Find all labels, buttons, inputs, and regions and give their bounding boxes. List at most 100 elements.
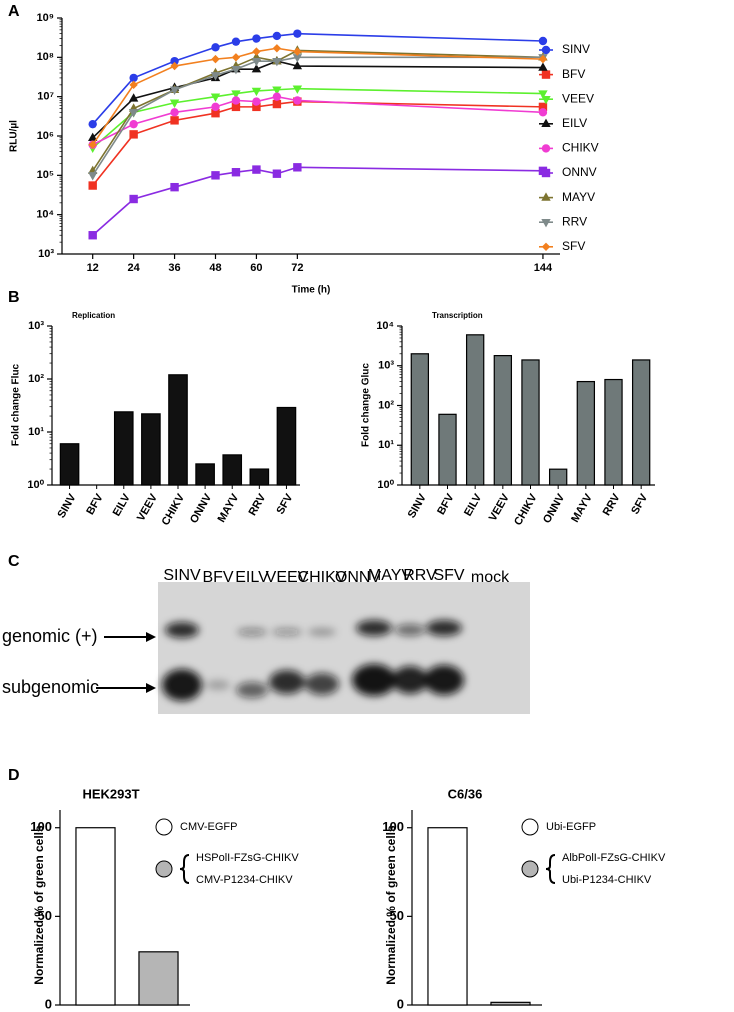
chart-title: Replication: [72, 311, 115, 320]
gel-band: [308, 628, 336, 636]
marker: [231, 90, 241, 99]
panel-label: C: [8, 553, 20, 570]
y-tick-label: 10⁰: [27, 479, 44, 491]
marker: [231, 102, 241, 112]
y-tick-label: 10³: [378, 360, 394, 372]
gel-band: [424, 665, 464, 695]
bar: [113, 411, 134, 486]
bar: [168, 374, 188, 486]
marker: [272, 92, 282, 101]
marker: [128, 109, 139, 118]
marker: [272, 169, 282, 178]
x-tick-label: SINV: [55, 491, 79, 520]
legend-label: VEEV: [562, 91, 594, 105]
gel-band: [237, 628, 267, 636]
series-line: [92, 32, 543, 125]
legend-label: MAYV: [562, 190, 595, 204]
marker: [129, 80, 138, 90]
marker: [252, 34, 261, 43]
marker: [211, 43, 220, 52]
bar: [465, 334, 485, 486]
y-tick-label: 100: [382, 819, 404, 834]
legend-label: ONNV: [562, 165, 597, 179]
legend-label: CMV-P1234-CHIKV: [196, 874, 293, 886]
marker: [293, 163, 302, 172]
y-tick-label: 0: [397, 996, 404, 1011]
x-tick-label: ONNV: [188, 491, 215, 525]
bar: [222, 454, 243, 486]
lane-label: ONNV: [335, 569, 382, 586]
series-line: [92, 49, 543, 172]
band-label: subgenomic: [2, 677, 99, 697]
marker: [272, 31, 282, 41]
legend-label: SINV: [562, 42, 590, 56]
bar: [75, 827, 116, 1006]
bar: [631, 359, 651, 486]
gel-band: [352, 664, 396, 696]
gel-image: [158, 582, 530, 714]
lane-label: mock: [471, 569, 510, 586]
marker: [538, 36, 548, 46]
marker: [538, 108, 548, 117]
legend-label: Ubi-P1234-CHIKV: [562, 874, 652, 886]
legend-marker: [155, 860, 173, 878]
marker: [292, 60, 303, 70]
bar: [604, 378, 623, 486]
marker: [129, 194, 138, 204]
marker: [231, 53, 241, 62]
bar: [410, 353, 430, 486]
series-line: [92, 100, 543, 187]
marker: [129, 73, 138, 83]
legend-label: HSPolI-FZsG-CHIKV: [196, 852, 299, 864]
legend-marker: [155, 818, 173, 836]
arrow-head: [146, 632, 156, 642]
legend-label: AlbPolI-FZsG-CHIKV: [562, 852, 666, 864]
gel-band: [356, 620, 392, 636]
y-tick-label: 10²: [28, 373, 44, 385]
arrow-head: [146, 683, 156, 693]
marker: [272, 99, 282, 109]
lane-label: VEEV: [266, 569, 309, 586]
marker: [252, 47, 261, 56]
legend-marker: [541, 168, 551, 178]
gel-band: [269, 670, 305, 694]
marker: [538, 62, 548, 71]
legend-label: CMV-EGFP: [180, 821, 237, 833]
y-tick-label: 10⁵: [37, 169, 54, 181]
y-tick-label: 10⁴: [376, 320, 394, 332]
x-tick-label: 12: [87, 262, 99, 274]
y-tick-label: 10⁴: [36, 209, 54, 221]
bar: [576, 380, 596, 486]
chart-title: C6/36: [448, 786, 483, 801]
lane-label: CHIKV: [298, 569, 347, 586]
marker: [251, 87, 262, 97]
lane-label: RRV: [403, 567, 437, 584]
marker: [169, 99, 180, 108]
y-tick-label: 10⁹: [37, 12, 54, 24]
marker: [293, 29, 302, 38]
marker: [169, 86, 180, 95]
marker: [272, 57, 282, 67]
bar: [141, 413, 161, 486]
x-tick-label: SFV: [629, 491, 650, 516]
gel-band: [165, 622, 199, 638]
marker: [210, 93, 221, 102]
y-axis-label: Normalized % of green cells: [384, 825, 398, 985]
marker: [211, 171, 220, 180]
lane-label: SINV: [163, 567, 201, 584]
y-tick-label: 10¹: [28, 426, 44, 438]
bar: [276, 406, 297, 486]
marker: [272, 44, 282, 53]
y-tick-label: 10⁶: [37, 130, 54, 142]
x-tick-label: 72: [291, 262, 303, 274]
legend-label: SFV: [562, 239, 585, 253]
marker: [87, 172, 98, 181]
marker: [210, 72, 221, 81]
bar: [548, 468, 568, 486]
legend-label: EILV: [562, 116, 587, 130]
marker: [251, 57, 262, 67]
x-tick-label: BFV: [435, 491, 457, 517]
gel-band: [206, 680, 230, 690]
y-tick-label: 10³: [38, 248, 54, 260]
band-label: genomic (+): [2, 626, 98, 646]
